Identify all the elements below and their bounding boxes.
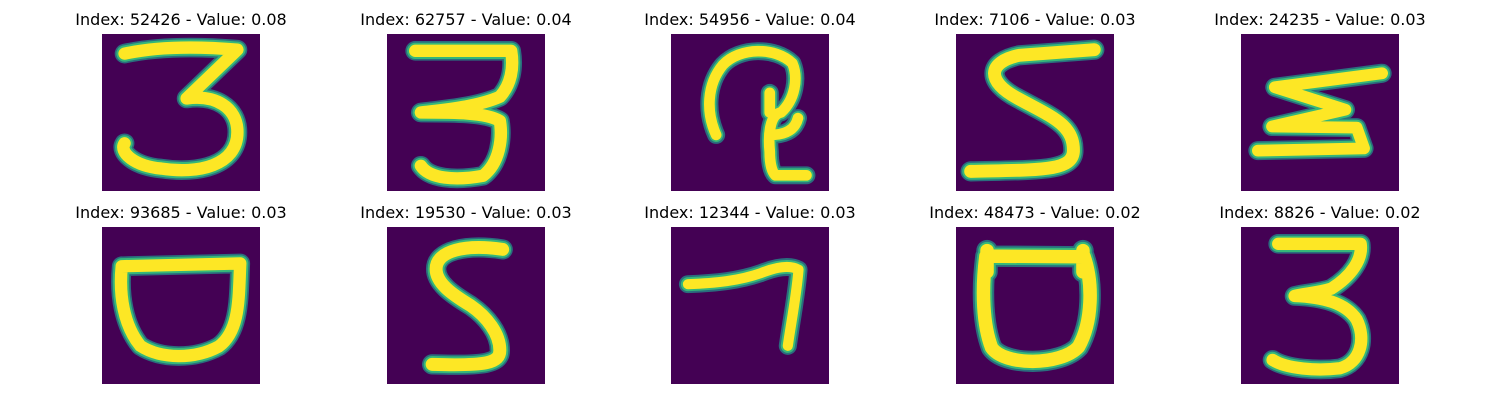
digit-svg-3 bbox=[671, 34, 829, 191]
panel-title-3: Index: 54956 - Value: 0.04 bbox=[644, 10, 856, 29]
panel-4: Index: 7106 - Value: 0.03 bbox=[905, 0, 1165, 191]
digit-image-5 bbox=[1241, 34, 1399, 191]
image-background-8 bbox=[671, 227, 829, 384]
panel-10: Index: 8826 - Value: 0.02 bbox=[1190, 193, 1450, 384]
digit-image-7 bbox=[387, 227, 545, 384]
panel-5: Index: 24235 - Value: 0.03 bbox=[1190, 0, 1450, 191]
digit-image-9 bbox=[956, 227, 1114, 384]
panel-6: Index: 93685 - Value: 0.03 bbox=[51, 193, 311, 384]
panel-2: Index: 62757 - Value: 0.04 bbox=[336, 0, 596, 191]
digit-image-3 bbox=[671, 34, 829, 191]
digit-svg-7 bbox=[387, 227, 545, 384]
panel-title-10: Index: 8826 - Value: 0.02 bbox=[1219, 203, 1421, 222]
digit-image-8 bbox=[671, 227, 829, 384]
digit-svg-9 bbox=[956, 227, 1114, 384]
digit-stroke-core-9 bbox=[976, 243, 1097, 368]
panel-title-8: Index: 12344 - Value: 0.03 bbox=[644, 203, 856, 222]
panel-7: Index: 19530 - Value: 0.03 bbox=[336, 193, 596, 384]
panel-title-7: Index: 19530 - Value: 0.03 bbox=[360, 203, 572, 222]
panel-1: Index: 52426 - Value: 0.08 bbox=[51, 0, 311, 191]
digit-svg-8 bbox=[671, 227, 829, 384]
digit-stroke-core-8 bbox=[682, 261, 804, 351]
panel-title-6: Index: 93685 - Value: 0.03 bbox=[75, 203, 287, 222]
digit-stroke-core-6 bbox=[114, 257, 247, 363]
digit-stroke-core-3 bbox=[704, 45, 812, 181]
digit-stroke-core-1 bbox=[117, 41, 244, 177]
digit-svg-4 bbox=[956, 34, 1114, 191]
digit-svg-6 bbox=[102, 227, 260, 384]
panel-9: Index: 48473 - Value: 0.02 bbox=[905, 193, 1165, 384]
digit-stroke-core-5 bbox=[1252, 67, 1388, 157]
digit-stroke-core-2 bbox=[409, 44, 519, 185]
panel-8: Index: 12344 - Value: 0.03 bbox=[620, 193, 880, 384]
panel-title-1: Index: 52426 - Value: 0.08 bbox=[75, 10, 287, 29]
digit-svg-2 bbox=[387, 34, 545, 191]
digit-image-1 bbox=[102, 34, 260, 191]
digit-image-2 bbox=[387, 34, 545, 191]
digit-svg-10 bbox=[1241, 227, 1399, 384]
digit-image-4 bbox=[956, 34, 1114, 191]
panel-title-5: Index: 24235 - Value: 0.03 bbox=[1214, 10, 1426, 29]
digit-stroke-core-4 bbox=[964, 43, 1101, 178]
digit-svg-5 bbox=[1241, 34, 1399, 191]
panel-title-2: Index: 62757 - Value: 0.04 bbox=[360, 10, 572, 29]
digit-image-10 bbox=[1241, 227, 1399, 384]
panel-title-4: Index: 7106 - Value: 0.03 bbox=[934, 10, 1136, 29]
digit-svg-1 bbox=[102, 34, 260, 191]
panel-title-9: Index: 48473 - Value: 0.02 bbox=[929, 203, 1141, 222]
digit-image-6 bbox=[102, 227, 260, 384]
digit-stroke-core-7 bbox=[425, 241, 510, 372]
digit-stroke-core-10 bbox=[1266, 237, 1368, 376]
panel-3: Index: 54956 - Value: 0.04 bbox=[620, 0, 880, 191]
